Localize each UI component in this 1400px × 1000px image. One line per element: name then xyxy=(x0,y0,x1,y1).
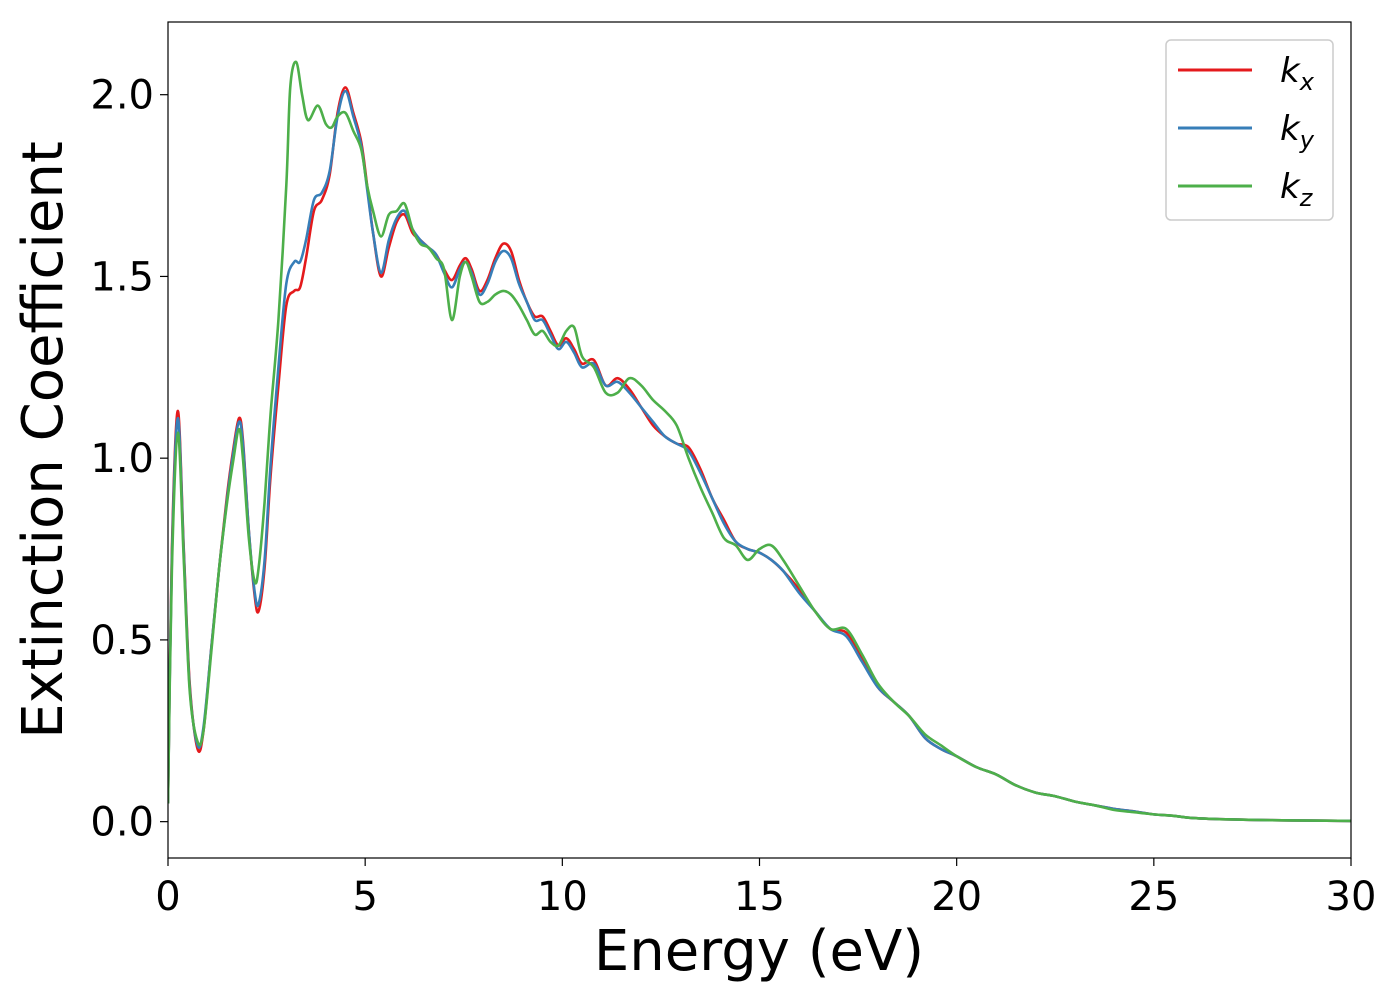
x-tick-label: 5 xyxy=(352,874,377,920)
legend-box xyxy=(1165,39,1334,221)
y-axis: 0.0 0.5 1.0 1.5 2.0 xyxy=(90,73,168,846)
y-tick-label: 2.0 xyxy=(90,73,154,119)
x-tick-label: 15 xyxy=(734,874,785,920)
y-tick-label: 1.0 xyxy=(90,436,154,482)
series-layer xyxy=(168,60,1351,823)
y-tick-label: 1.5 xyxy=(90,254,154,300)
x-tick-label: 25 xyxy=(1128,874,1179,920)
x-tick-label: 20 xyxy=(931,874,982,920)
y-axis-title: Extinction Coefficient xyxy=(11,141,76,739)
y-tick-label: 0.0 xyxy=(90,800,154,846)
x-tick-label: 30 xyxy=(1326,874,1377,920)
legend: kx ky kz xyxy=(1165,39,1334,221)
x-axis: 0 5 10 15 20 25 30 xyxy=(155,858,1376,920)
series-line-y xyxy=(168,89,1351,823)
series-line-z xyxy=(168,60,1351,823)
x-tick-label: 0 xyxy=(155,874,180,920)
legend-label-x: kx xyxy=(1280,51,1315,96)
legend-label-y: ky xyxy=(1280,109,1315,154)
legend-label-z: kz xyxy=(1280,167,1314,212)
x-tick-label: 10 xyxy=(537,874,588,920)
x-axis-title: Energy (eV) xyxy=(594,919,924,984)
y-tick-label: 0.5 xyxy=(90,618,154,664)
